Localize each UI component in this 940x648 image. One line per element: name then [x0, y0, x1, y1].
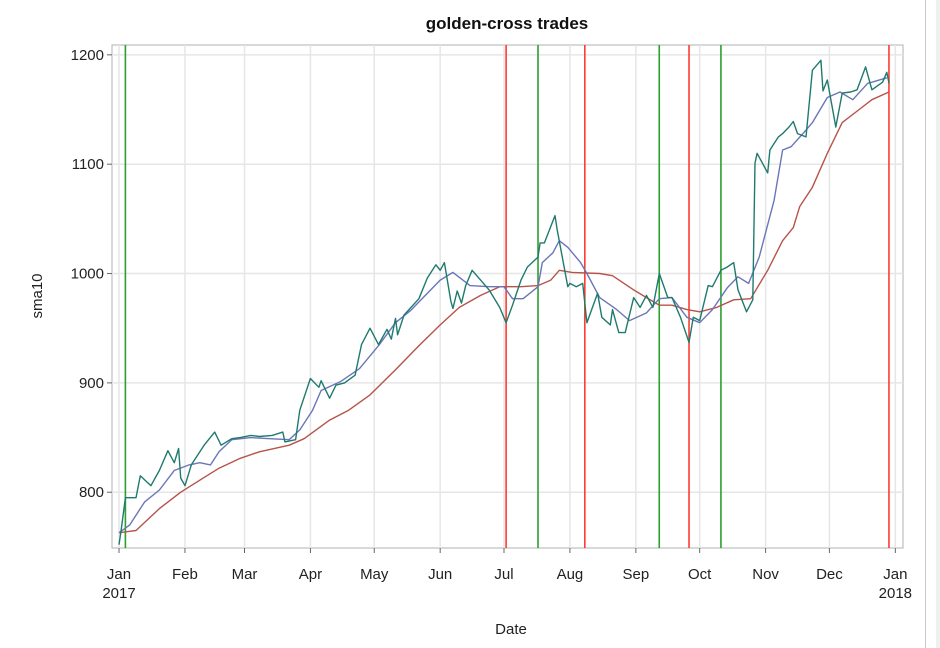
chart-title: golden-cross trades — [426, 14, 589, 33]
x-tick-sublabel: 2018 — [879, 585, 912, 602]
x-tick-label: Jul — [494, 566, 513, 583]
x-tick-label: Jan — [883, 566, 907, 583]
x-tick-label: Aug — [557, 566, 584, 583]
grid — [112, 45, 903, 548]
x-tick-label: Oct — [688, 566, 712, 583]
x-tick-sublabel: 2017 — [102, 585, 135, 602]
x-tick-label: Sep — [623, 566, 650, 583]
sma50-line — [118, 91, 890, 534]
y-tick-label: 800 — [79, 484, 104, 501]
series-lines — [118, 59, 890, 545]
y-tick-label: 1100 — [72, 156, 104, 173]
x-tick-label: Nov — [752, 566, 779, 583]
x-axis-label: Date — [495, 621, 527, 638]
x-tick-label: Mar — [232, 566, 258, 583]
x-tick-label: Dec — [816, 566, 843, 583]
x-tick-label: Feb — [172, 566, 198, 583]
sma10-line — [118, 77, 887, 534]
x-tick-label: May — [360, 566, 389, 583]
axes: 800 900 1000 1100 1200 Jan 2017 Feb Mar Apr May Jun… — [71, 47, 912, 602]
y-tick-label: 1000 — [71, 266, 104, 283]
window-scrollbar[interactable] — [936, 0, 940, 648]
y-tick-label: 900 — [79, 375, 104, 392]
x-tick-label: Jun — [428, 566, 452, 583]
window-edge — [925, 0, 926, 648]
x-tick-label: Jan — [107, 566, 131, 583]
y-axis-label: sma10 — [29, 273, 46, 318]
plot-frame — [111, 44, 904, 549]
x-tick-label: Apr — [299, 566, 322, 583]
y-tick-label: 1200 — [71, 47, 104, 64]
close-line — [118, 59, 890, 545]
